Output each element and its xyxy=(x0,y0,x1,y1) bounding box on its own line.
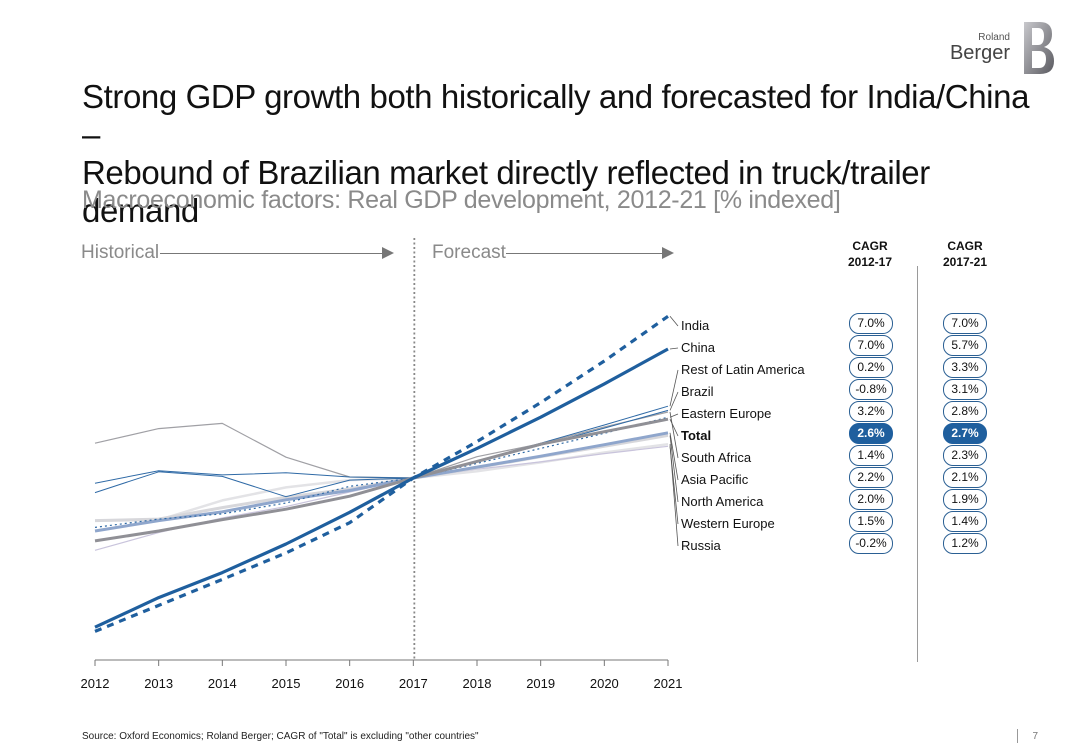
x-tick-label-2020: 2020 xyxy=(589,676,619,691)
legend-label-total: Total xyxy=(681,428,712,443)
legend-label-russia: Russia xyxy=(681,538,721,553)
cagr-2017-21-china: 5.7% xyxy=(943,335,987,356)
x-tick-label-2019: 2019 xyxy=(526,676,556,691)
cagr-2017-21-brazil: 3.1% xyxy=(943,379,987,400)
cagr-2012-17-north-america: 2.0% xyxy=(849,489,893,510)
cagr-2012-17-south-africa: 1.4% xyxy=(849,445,893,466)
legend-label-western-europe: Western Europe xyxy=(681,516,775,531)
legend-label-asia-pacific: Asia Pacific xyxy=(681,472,749,487)
forecast-arrow-line xyxy=(506,253,662,254)
leader-line-south-africa xyxy=(669,411,679,459)
x-tick-label-2021: 2021 xyxy=(653,676,683,691)
leader-line-china xyxy=(669,347,679,350)
cagr-2012-17-rest-of-latin-america: 0.2% xyxy=(849,357,893,378)
cagr-2017-21-india: 7.0% xyxy=(943,313,987,334)
cagr-2012-17-eastern-europe: 3.2% xyxy=(849,401,893,422)
series-line-south-africa xyxy=(94,411,669,479)
series-line-western-europe xyxy=(94,445,669,551)
historical-label: Historical xyxy=(81,242,160,263)
cagr-2017-21-western-europe: 1.4% xyxy=(943,511,987,532)
cagr-column-divider xyxy=(917,266,918,662)
cagr-2017-21-russia: 1.2% xyxy=(943,533,987,554)
x-tick-label-2013: 2013 xyxy=(144,676,174,691)
leader-line-russia xyxy=(669,444,679,547)
legend-label-china: China xyxy=(681,340,715,355)
cagr-2012-17-total: 2.6% xyxy=(849,423,893,444)
x-tick-label-2016: 2016 xyxy=(335,676,365,691)
legend-label-north-america: North America xyxy=(681,494,764,509)
cagr-header-2017-21: CAGR 2017-21 xyxy=(935,238,995,270)
legend-label-rest-of-latin-america: Rest of Latin America xyxy=(681,362,805,377)
roland-berger-b-logo-icon xyxy=(1024,22,1054,74)
logo-berger-text: Berger xyxy=(949,42,1010,64)
cagr-2012-17-western-europe: 1.5% xyxy=(849,511,893,532)
leader-line-india xyxy=(669,316,679,327)
page-number: 7 xyxy=(1032,731,1038,742)
legend-label-south-africa: South Africa xyxy=(681,450,752,465)
cagr-2012-17-india: 7.0% xyxy=(849,313,893,334)
leader-line-asia-pacific xyxy=(669,432,679,481)
cagr-header-2012-17-line2: 2012-17 xyxy=(847,255,893,269)
cagr-2017-21-total: 2.7% xyxy=(943,423,987,444)
legend-label-india: India xyxy=(681,318,710,333)
series-line-india xyxy=(94,314,669,633)
x-tick-label-2018: 2018 xyxy=(462,676,492,691)
chart-subtitle: Macroeconomic factors: Real GDP developm… xyxy=(82,186,841,214)
forecast-label: Forecast xyxy=(432,242,506,263)
leader-line-rest-of-latin-america xyxy=(669,369,679,407)
cagr-header-2012-17: CAGR 2012-17 xyxy=(840,238,900,270)
title-line-1: Strong GDP growth both historically and … xyxy=(82,78,1030,153)
cagr-2012-17-russia: -0.2% xyxy=(849,533,893,554)
cagr-2012-17-asia-pacific: 2.2% xyxy=(849,467,893,488)
page-divider xyxy=(1017,729,1018,743)
series-line-china xyxy=(94,347,669,629)
cagr-header-2012-17-line1: CAGR xyxy=(852,239,888,253)
cagr-header-2017-21-line2: 2017-21 xyxy=(942,255,988,269)
cagr-2012-17-china: 7.0% xyxy=(849,335,893,356)
cagr-header-2017-21-line1: CAGR xyxy=(947,239,983,253)
source-note: Source: Oxford Economics; Roland Berger;… xyxy=(82,731,479,742)
cagr-2017-21-asia-pacific: 2.1% xyxy=(943,467,987,488)
cagr-2017-21-eastern-europe: 2.8% xyxy=(943,401,987,422)
legend-label-brazil: Brazil xyxy=(681,384,714,399)
legend-label-eastern-europe: Eastern Europe xyxy=(681,406,772,421)
title-line-2: Rebound of Brazilian market directly ref… xyxy=(82,154,930,229)
leader-line-eastern-europe xyxy=(669,413,679,418)
x-tick-label-2012: 2012 xyxy=(80,676,110,691)
x-tick-label-2014: 2014 xyxy=(207,676,237,691)
leader-line-north-america xyxy=(669,435,679,503)
logo-roland-text: Roland xyxy=(978,32,1010,43)
cagr-2017-21-rest-of-latin-america: 3.3% xyxy=(943,357,987,378)
forecast-arrow-icon xyxy=(662,247,674,259)
cagr-2017-21-south-africa: 2.3% xyxy=(943,445,987,466)
series-line-rest-of-latin-america xyxy=(94,405,669,484)
x-tick-label-2017: 2017 xyxy=(398,676,428,691)
cagr-2012-17-brazil: -0.8% xyxy=(849,379,893,400)
series-line-total xyxy=(94,417,669,543)
slide-title: Strong GDP growth both historically and … xyxy=(82,78,1042,230)
cagr-2017-21-north-america: 1.9% xyxy=(943,489,987,510)
historical-arrow-icon xyxy=(382,247,394,259)
leader-line-brazil xyxy=(669,391,679,411)
x-tick-label-2015: 2015 xyxy=(271,676,301,691)
series-line-eastern-europe xyxy=(94,416,669,528)
historical-arrow-line xyxy=(160,253,382,254)
